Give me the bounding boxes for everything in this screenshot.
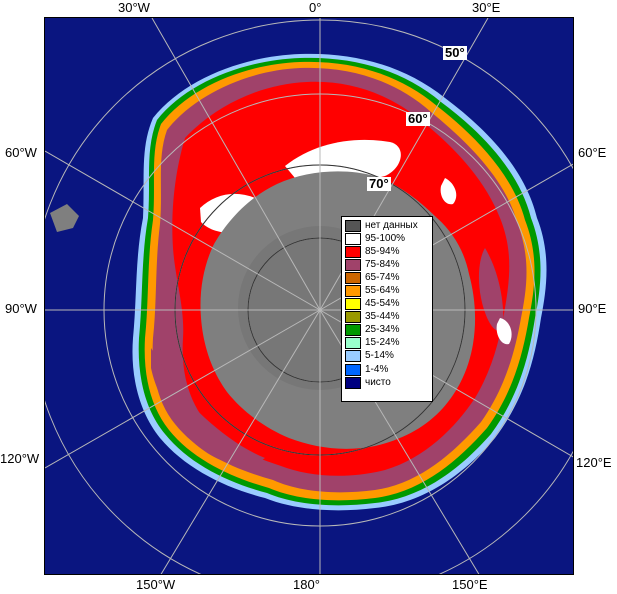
label-150w-bottom: 150°W [136,577,176,592]
legend-label: 55-64% [365,285,400,297]
label-180-bottom: 180° [293,577,320,592]
legend-item: 65-74% [345,271,429,284]
label-120w-left: 120°W [0,451,40,466]
legend-swatch [345,363,361,376]
legend-label: 65-74% [365,271,400,283]
legend-swatch [345,271,361,284]
legend-item: 45-54% [345,298,429,311]
legend-item: 25-34% [345,324,429,337]
label-150e-bottom: 150°E [452,577,488,592]
lat-label-50: 50° [443,45,467,60]
south-america-land [50,204,79,232]
legend-item: 75-84% [345,258,429,271]
label-30e-top: 30°E [472,0,501,15]
legend-swatch [345,258,361,271]
legend-item: 95-100% [345,232,429,245]
legend-label: 45-54% [365,298,400,310]
legend-item: 15-24% [345,337,429,350]
ice-95-100-east [440,178,457,205]
legend-label: чисто [365,376,391,388]
legend-swatch [345,376,361,389]
legend-swatch [345,219,361,232]
legend-swatch [345,350,361,363]
ice-95-100-weddell [285,139,401,183]
lat-label-70: 70° [367,176,391,191]
label-60e-right: 60°E [578,145,607,160]
label-90w-left: 90°W [5,301,37,316]
legend-label: 95-100% [365,232,406,244]
legend-label: 35-44% [365,311,400,323]
legend-item: чисто [345,376,429,389]
legend-label: 25-34% [365,324,400,336]
legend-label: 1-4% [365,363,389,375]
legend-item: 85-94% [345,245,429,258]
label-30w-top: 30°W [118,0,150,15]
legend-item: 5-14% [345,350,429,363]
legend-label: 5-14% [365,350,394,362]
label-120e-right: 120°E [576,455,612,470]
legend-swatch [345,337,361,350]
legend-swatch [345,324,361,337]
legend-swatch [345,245,361,258]
legend-item: 1-4% [345,363,429,376]
legend-swatch [345,232,361,245]
legend-item: нет данных [345,219,429,232]
legend-swatch [345,311,361,324]
legend-item: 55-64% [345,284,429,298]
label-90e-right: 90°E [578,301,607,316]
legend-label: 15-24% [365,337,400,349]
ice-95-100-east2 [496,318,512,345]
legend-label: 75-84% [365,258,400,270]
lat-label-60: 60° [406,111,430,126]
concentration-legend: нет данных 95-100% 85-94% 75-84% 65-74% 55-64… [341,216,433,402]
label-0-top: 0° [309,0,322,15]
label-60w-left: 60°W [5,145,37,160]
polar-projection-map [45,18,573,574]
sea-ice-map: 50° 60° 70° [44,17,574,575]
legend-swatch [345,285,361,298]
legend-item: 35-44% [345,311,429,324]
ice-75-84-patch-west [151,348,265,465]
legend-label: нет данных [365,219,418,231]
legend-label: 85-94% [365,245,400,257]
legend-swatch [345,298,361,311]
